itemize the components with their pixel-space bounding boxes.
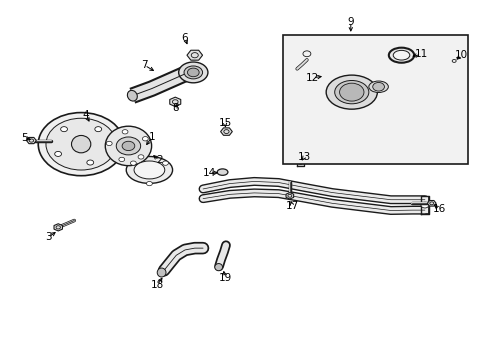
Ellipse shape [126, 157, 172, 183]
Ellipse shape [217, 169, 227, 175]
Ellipse shape [214, 264, 222, 271]
Text: 12: 12 [305, 73, 319, 83]
Polygon shape [449, 58, 458, 64]
Circle shape [138, 155, 143, 159]
Text: 9: 9 [347, 17, 353, 27]
Circle shape [106, 141, 112, 145]
Ellipse shape [105, 126, 151, 166]
Circle shape [162, 161, 168, 165]
Circle shape [339, 83, 363, 101]
Circle shape [142, 136, 148, 141]
Text: 3: 3 [45, 232, 52, 242]
Circle shape [372, 82, 384, 91]
Circle shape [38, 113, 124, 176]
Bar [282, 35, 467, 164]
Polygon shape [26, 138, 36, 144]
Text: 16: 16 [432, 204, 445, 215]
Polygon shape [297, 160, 304, 166]
Polygon shape [169, 97, 181, 107]
Polygon shape [220, 128, 232, 135]
Ellipse shape [392, 50, 409, 60]
Ellipse shape [325, 75, 377, 109]
Circle shape [420, 202, 428, 208]
Text: 15: 15 [218, 118, 231, 128]
Circle shape [116, 137, 141, 155]
Text: 7: 7 [141, 60, 147, 70]
Ellipse shape [388, 48, 413, 63]
Ellipse shape [178, 62, 207, 83]
Circle shape [298, 162, 302, 165]
Ellipse shape [183, 66, 202, 79]
Text: 18: 18 [151, 280, 164, 290]
Circle shape [46, 118, 116, 170]
Text: 2: 2 [156, 155, 162, 165]
Text: 11: 11 [413, 49, 427, 59]
Text: 10: 10 [454, 50, 467, 60]
Text: 4: 4 [82, 111, 89, 121]
Text: 1: 1 [148, 132, 155, 142]
Circle shape [122, 141, 135, 150]
Polygon shape [54, 224, 62, 231]
Polygon shape [427, 201, 435, 206]
Circle shape [87, 160, 94, 165]
Text: 6: 6 [182, 33, 188, 43]
Ellipse shape [334, 81, 368, 104]
Ellipse shape [71, 135, 91, 153]
Text: 13: 13 [297, 152, 310, 162]
Ellipse shape [127, 90, 137, 101]
Text: 19: 19 [218, 273, 231, 283]
Ellipse shape [157, 268, 165, 277]
Circle shape [61, 127, 67, 132]
Polygon shape [285, 193, 293, 199]
Circle shape [119, 157, 124, 162]
Circle shape [95, 127, 102, 132]
Circle shape [130, 161, 136, 165]
Text: 8: 8 [172, 103, 178, 113]
Circle shape [146, 181, 152, 186]
Text: 14: 14 [203, 168, 216, 178]
Polygon shape [298, 48, 315, 60]
Circle shape [122, 130, 128, 134]
Ellipse shape [134, 161, 164, 179]
Ellipse shape [368, 81, 387, 93]
Circle shape [187, 68, 199, 77]
Circle shape [55, 152, 61, 157]
Text: 5: 5 [21, 133, 27, 143]
Text: 17: 17 [285, 201, 298, 211]
Polygon shape [186, 50, 202, 60]
